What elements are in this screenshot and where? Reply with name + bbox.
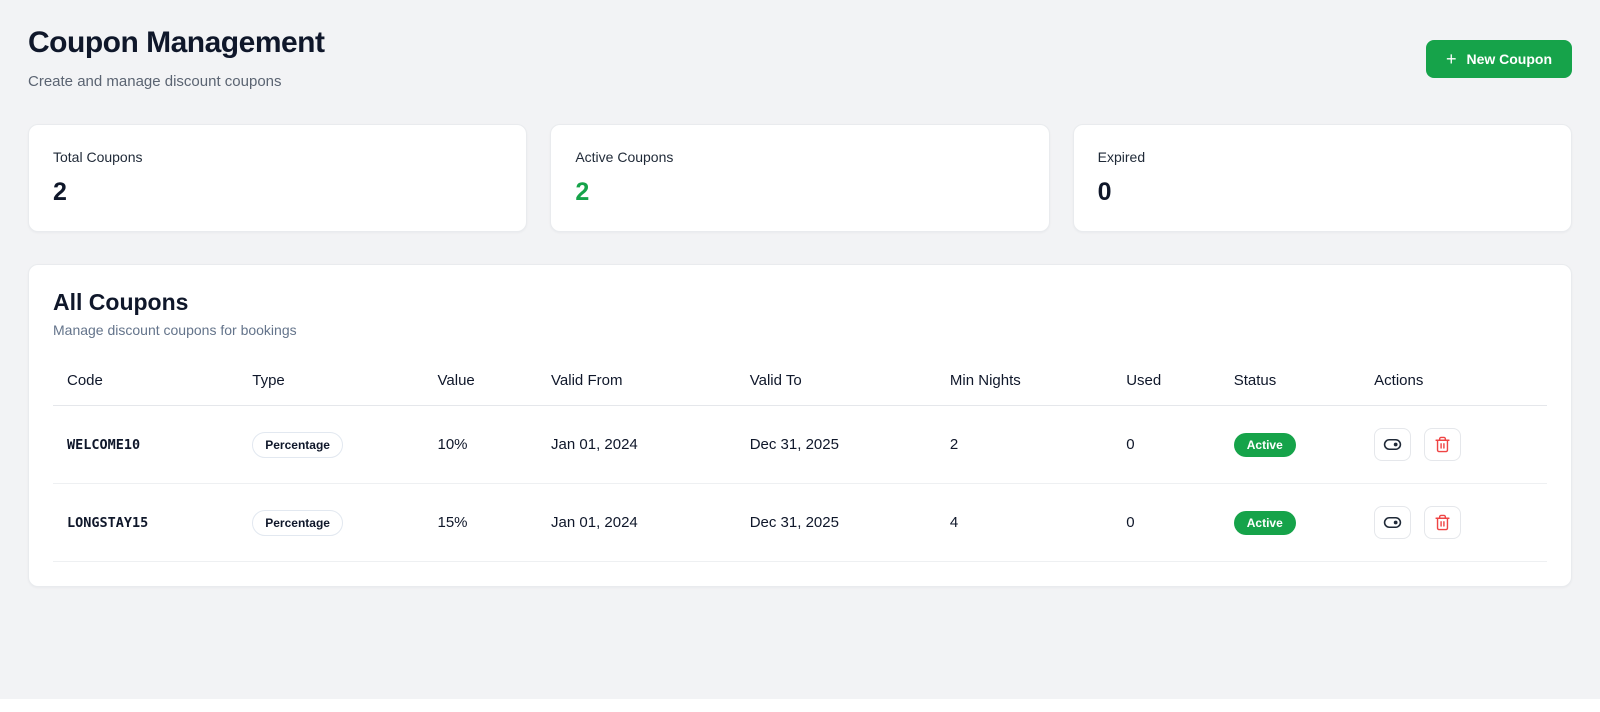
toggle-right-icon [1383,513,1402,532]
coupon-used: 0 [1112,483,1220,562]
coupon-min-nights: 2 [935,405,1113,484]
column-header-code: Code [53,364,239,406]
trash-icon [1434,514,1451,531]
column-header-actions: Actions [1360,364,1547,406]
coupon-code: LONGSTAY15 [67,515,149,531]
status-badge: Active [1233,510,1296,535]
column-header-valid-to: Valid To [735,364,936,406]
new-coupon-button-label: New Coupon [1466,51,1552,67]
coupon-type-badge: Percentage [252,509,343,536]
table-row: LONGSTAY15 Percentage 15% Jan 01, 2024 D… [53,483,1547,562]
column-header-type: Type [238,364,424,406]
stat-card-total-coupons: Total Coupons 2 [28,124,528,232]
coupon-value: 10% [423,405,538,484]
coupon-valid-to: Dec 31, 2025 [735,483,936,562]
stats-row: Total Coupons 2 Active Coupons 2 Expired… [28,124,1572,232]
status-badge: Active [1233,432,1296,457]
toggle-status-button[interactable] [1374,428,1412,461]
coupons-table-header: Code Type Value Valid From Valid To Min … [53,364,1547,406]
coupon-type-badge: Percentage [252,431,343,458]
coupon-min-nights: 4 [935,483,1113,562]
coupon-management-page: Coupon Management Create and manage disc… [28,26,1572,587]
delete-coupon-button[interactable] [1424,428,1462,461]
bottom-strip [0,699,1600,712]
stat-value: 2 [575,178,590,206]
toggle-status-button[interactable] [1374,506,1412,539]
stat-card-expired: Expired 0 [1072,124,1572,232]
coupons-table: Code Type Value Valid From Valid To Min … [53,364,1547,562]
coupon-valid-from: Jan 01, 2024 [537,405,736,484]
coupon-valid-to: Dec 31, 2025 [735,405,936,484]
column-header-min-nights: Min Nights [935,364,1113,406]
coupon-valid-from: Jan 01, 2024 [537,483,736,562]
stat-label: Total Coupons [53,149,143,165]
coupon-code: WELCOME10 [67,437,141,453]
stat-value: 2 [53,178,67,206]
all-coupons-card: All Coupons Manage discount coupons for … [28,264,1572,587]
column-header-value: Value [423,364,538,406]
all-coupons-subtitle: Manage discount coupons for bookings [53,322,297,338]
page-header: Coupon Management Create and manage disc… [28,26,1572,90]
trash-icon [1434,436,1451,453]
stat-label: Expired [1097,149,1146,165]
stat-card-active-coupons: Active Coupons 2 [550,124,1050,232]
all-coupons-title: All Coupons [53,289,189,315]
coupon-used: 0 [1112,405,1220,484]
page-header-text: Coupon Management Create and manage disc… [28,26,325,90]
stat-label: Active Coupons [575,149,674,165]
page-title: Coupon Management [28,26,325,59]
plus-icon: + [1445,49,1457,69]
column-header-valid-from: Valid From [537,364,736,406]
table-row: WELCOME10 Percentage 10% Jan 01, 2024 De… [53,405,1547,484]
coupon-value: 15% [423,483,538,562]
stat-value: 0 [1097,178,1112,206]
toggle-right-icon [1383,435,1402,454]
delete-coupon-button[interactable] [1424,506,1462,539]
new-coupon-button[interactable]: + New Coupon [1425,40,1572,78]
page-subtitle: Create and manage discount coupons [28,73,282,90]
column-header-used: Used [1112,364,1220,406]
column-header-status: Status [1219,364,1361,406]
